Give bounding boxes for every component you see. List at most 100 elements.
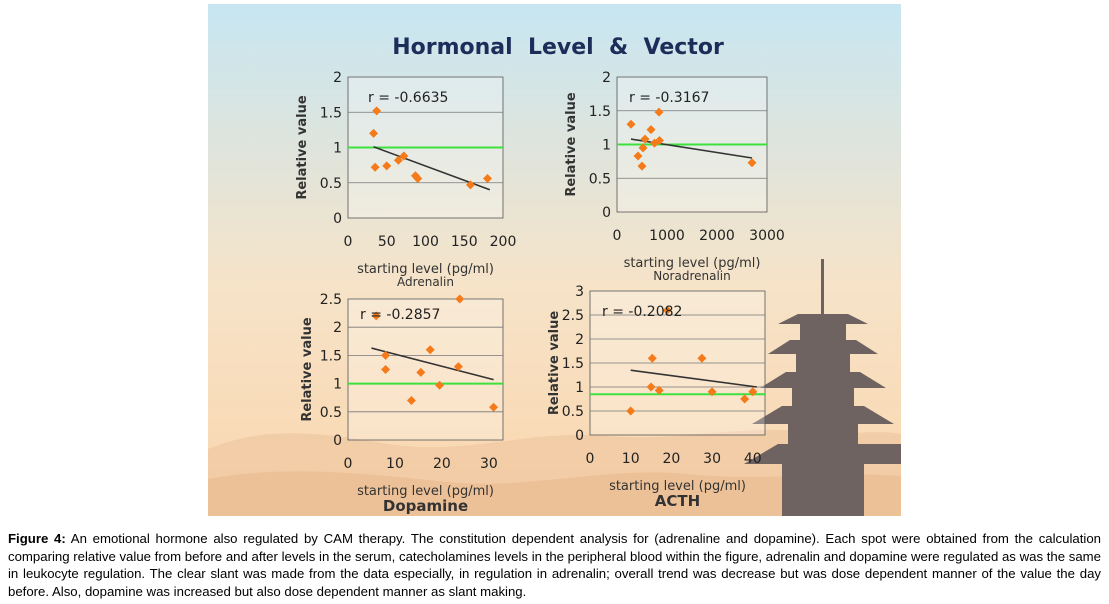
trend-line: [630, 369, 757, 388]
trend-line: [371, 347, 494, 381]
x-tick-label: 30: [480, 456, 498, 472]
data-point: [638, 143, 648, 153]
x-tick-label: 30: [703, 451, 721, 467]
y-axis-label: Relative value: [295, 95, 310, 200]
data-point: [381, 365, 391, 374]
x-tick-label: 10: [386, 456, 404, 472]
y-tick-label: 0: [333, 211, 342, 227]
data-point: [393, 155, 403, 165]
data-point: [637, 161, 647, 171]
data-point: [416, 367, 426, 377]
y-tick-label: 2: [333, 70, 342, 86]
chart-subtitle: ACTH: [655, 492, 700, 510]
y-tick-label: 1.5: [589, 104, 611, 120]
data-point: [626, 119, 636, 129]
x-tick-label: 2000: [699, 228, 735, 244]
pagoda-silhouette: [744, 259, 901, 516]
y-tick-label: 1.5: [320, 348, 342, 364]
data-point: [697, 353, 707, 363]
chart-3: 00.511.522.530 10 20 30 40r = -0.2082Relativ…: [547, 284, 766, 510]
y-tick-label: 2: [602, 70, 611, 86]
x-tick-label: 10: [622, 451, 640, 467]
y-tick-label: 0.5: [320, 405, 342, 421]
x-tick-label: 0: [613, 228, 622, 244]
data-point: [455, 294, 465, 304]
correlation-annotation: r = -0.6635: [368, 90, 448, 106]
x-tick-label: 0: [344, 456, 353, 472]
chart-subtitle: Dopamine: [383, 497, 468, 515]
caption-label: Figure 4:: [8, 531, 66, 546]
x-axis-label: starting level (pg/ml): [609, 479, 746, 494]
x-tick-label: 40: [744, 451, 762, 467]
data-point: [707, 387, 717, 397]
data-point: [465, 180, 475, 190]
chart-0: 0 0.5 1 1.5 2 0 50 100 150 200 r = -0.6635 Relative…: [295, 70, 516, 289]
hill-front: [208, 471, 901, 516]
y-tick-label: 0: [575, 428, 584, 444]
x-tick-label: 3000: [749, 228, 785, 244]
x-tick-label: 1000: [649, 228, 685, 244]
data-point: [654, 107, 664, 117]
data-point: [381, 350, 391, 360]
data-point: [382, 161, 392, 171]
y-tick-label: 1: [575, 380, 584, 396]
y-tick-label: 1: [333, 141, 342, 157]
chart-subtitle: Noradrenalin: [653, 269, 731, 283]
y-tick-label: 1.5: [320, 105, 342, 121]
data-point: [453, 362, 463, 372]
y-tick-label: 2: [333, 320, 342, 336]
data-point: [413, 174, 423, 184]
x-tick-label: 0: [586, 451, 595, 467]
y-tick-label: 3: [575, 284, 584, 300]
y-tick-label: 0: [602, 205, 611, 221]
x-tick-label: 0: [344, 234, 353, 250]
figure-title: Hormonal Level & Vector: [392, 35, 724, 60]
data-point: [654, 385, 664, 395]
x-tick-label: 20: [662, 451, 680, 467]
figure-caption: Figure 4: An emotional hormone also regu…: [8, 530, 1101, 600]
y-tick-label: 2: [575, 332, 584, 348]
y-tick-label: 1: [333, 377, 342, 393]
x-axis-label: starting level (pg/ml): [357, 484, 494, 499]
data-point: [399, 151, 409, 161]
data-point: [647, 353, 657, 363]
correlation-annotation: r = -0.2082: [602, 304, 682, 320]
data-point: [489, 402, 499, 412]
data-point: [646, 382, 656, 392]
y-tick-label: 0.5: [562, 404, 584, 420]
data-point: [425, 345, 435, 355]
caption-text: An emotional hormone also regulated by C…: [8, 531, 1102, 599]
correlation-annotation: r = -0.2857: [360, 307, 440, 323]
y-tick-label: 0: [333, 433, 342, 449]
figure-svg: Hormonal Level & Vector 00.511.520 50 100 1…: [208, 4, 901, 516]
y-tick-label: 1: [602, 138, 611, 154]
x-axis-label: starting level (pg/ml): [624, 256, 761, 271]
data-point: [633, 151, 643, 161]
y-tick-label: 2.5: [562, 308, 584, 324]
data-point: [369, 128, 379, 138]
y-axis-label: Relative value: [564, 92, 579, 197]
data-point: [626, 406, 636, 416]
data-point: [370, 162, 380, 172]
data-point: [747, 158, 757, 168]
data-point: [655, 135, 664, 145]
x-tick-label: 100: [412, 234, 439, 250]
x-tick-label: 20: [433, 456, 451, 472]
y-axis-label: Relative value: [547, 311, 562, 416]
data-point: [483, 174, 492, 184]
data-point: [406, 396, 416, 406]
y-tick-label: 0.5: [320, 176, 342, 192]
x-tick-label: 200: [490, 234, 517, 250]
data-point: [646, 125, 656, 135]
y-axis-label: Relative value: [300, 317, 315, 422]
plot-area: [347, 298, 504, 441]
y-tick-label: 2.5: [320, 292, 342, 308]
y-tick-label: 1.5: [562, 356, 584, 372]
chart-2: 0 0.5 1 1.5 2 2.5 0 10 20 30 r = -0.2857 Relative v…: [300, 292, 504, 515]
chart-subtitle: Adrenalin: [397, 275, 454, 289]
x-tick-label: 50: [378, 234, 396, 250]
data-point: [372, 106, 382, 116]
figure-panel: Hormonal Level & Vector 0 0.5 1 1.5 2 0 50 100 1…: [208, 4, 901, 516]
correlation-annotation: r = -0.3167: [629, 90, 709, 106]
